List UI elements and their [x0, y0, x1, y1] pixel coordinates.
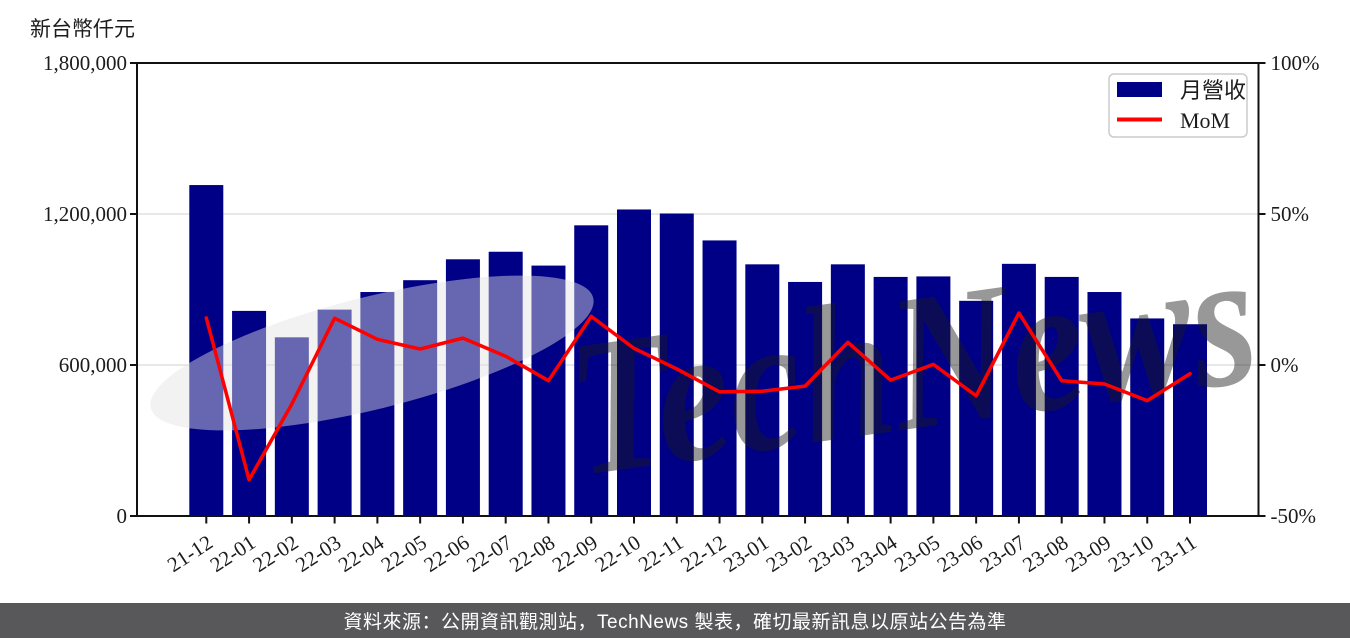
plot-frame: [136, 62, 1260, 517]
legend-mom-label: MoM: [1180, 108, 1230, 133]
right-axis-tick-label: 100%: [1271, 51, 1320, 75]
revenue-bar: [574, 225, 609, 516]
revenue-bar: [1130, 318, 1165, 516]
revenue-bar: [1044, 276, 1079, 516]
revenue-bar: [959, 300, 994, 516]
revenue-bar: [702, 240, 737, 517]
revenue-bar: [617, 209, 651, 516]
legend-revenue-swatch: [1117, 82, 1162, 97]
revenue-bar: [830, 264, 865, 516]
revenue-bar: [1001, 263, 1036, 516]
right-axis-tick-label: 0%: [1271, 353, 1299, 377]
revenue-bar: [488, 251, 523, 516]
revenue-bar: [445, 259, 480, 516]
revenue-bar: [788, 281, 823, 516]
watermark-swoosh-icon: [150, 275, 594, 431]
revenue-bar: [232, 310, 267, 516]
right-axis-tick-label: -50%: [1271, 504, 1317, 528]
left-axis-tick-label: 600,000: [59, 353, 127, 377]
source-caption-text: 資料來源：公開資訊觀測站，TechNews 製表，確切最新訊息以原站公告為準: [343, 612, 1007, 633]
revenue-bar: [531, 265, 566, 516]
revenue-bar: [189, 185, 224, 516]
left-axis-title: 新台幣仟元: [30, 17, 135, 41]
monthly-revenue-chart: 新台幣仟元 TechNews 0600,0001,200,0001,800,00…: [30, 17, 1320, 577]
revenue-bar: [403, 280, 438, 516]
revenue-bar: [916, 276, 951, 516]
revenue-bar: [873, 276, 908, 516]
x-axis-tick-label: 23-11: [1147, 530, 1201, 576]
left-axis-tick-label: 1,800,000: [43, 51, 127, 75]
left-axis-tick-label: 0: [117, 504, 128, 528]
x-axis-tick-label: 22-11: [634, 530, 688, 576]
legend: 月營收 MoM: [1108, 73, 1248, 138]
source-caption: 資料來源：公開資訊觀測站，TechNews 製表，確切最新訊息以原站公告為準: [0, 603, 1350, 638]
revenue-bar: [1173, 324, 1208, 516]
left-axis-tick-label: 1,200,000: [43, 202, 127, 226]
right-axis-tick-label: 50%: [1271, 202, 1310, 226]
legend-revenue-label: 月營收: [1180, 78, 1246, 103]
mom-polyline: [204, 311, 1192, 482]
revenue-bar: [360, 292, 395, 516]
mom-line: [204, 311, 1192, 482]
revenue-bar: [1087, 292, 1122, 516]
